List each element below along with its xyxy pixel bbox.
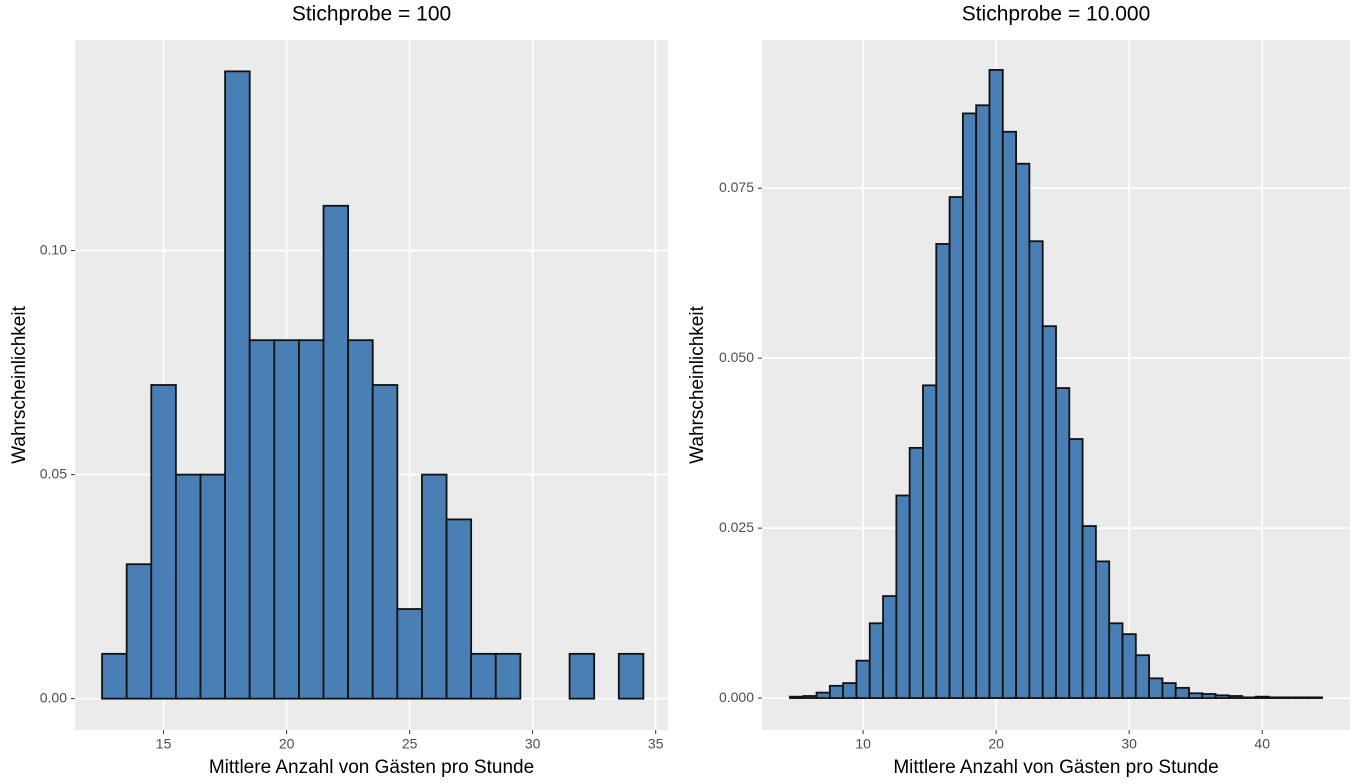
bar	[1254, 695, 1270, 699]
bar	[1281, 696, 1297, 699]
bar	[617, 652, 645, 700]
bar	[1228, 695, 1244, 699]
x-axis-label: Mittlere Anzahl von Gästen pro Stunde	[209, 757, 534, 778]
bar	[1001, 130, 1017, 699]
bar	[1214, 694, 1230, 699]
bar	[224, 70, 251, 700]
x-tick-label: 30	[1121, 736, 1137, 752]
x-tick-label: 20	[988, 736, 1004, 752]
y-tick-label: 0.05	[40, 465, 67, 481]
bar	[868, 622, 884, 699]
bar	[1241, 696, 1257, 699]
bar	[948, 196, 964, 699]
bar	[1174, 686, 1190, 699]
bar	[1161, 682, 1177, 699]
y-tick-label: 0.000	[719, 689, 754, 705]
bar	[1188, 692, 1204, 699]
bar	[298, 339, 325, 700]
bar	[125, 563, 153, 700]
y-tick-label: 0.00	[40, 689, 67, 705]
x-axis-label: Mittlere Anzahl von Gästen pro Stunde	[893, 757, 1218, 778]
bar	[322, 204, 350, 700]
bar	[1108, 622, 1124, 699]
bar	[855, 659, 871, 699]
bar	[842, 682, 858, 699]
bar	[1015, 162, 1031, 699]
bar	[371, 384, 399, 700]
x-tick-label: 10	[855, 736, 871, 752]
bar	[828, 684, 845, 699]
chart-title: Stichprobe = 10.000	[962, 3, 1151, 26]
bar	[1055, 387, 1071, 699]
y-tick-label: 0.10	[40, 241, 67, 257]
bar	[1041, 325, 1057, 699]
bar	[1081, 525, 1097, 699]
bar	[421, 473, 448, 700]
chart-title: Stichprobe = 100	[292, 3, 451, 26]
bar	[1267, 696, 1284, 699]
bar	[445, 518, 473, 700]
bar	[1121, 633, 1137, 699]
bar	[101, 652, 128, 700]
bar	[1307, 696, 1323, 699]
bar	[248, 339, 276, 700]
bar	[1134, 654, 1151, 699]
bar	[150, 384, 177, 700]
x-tick-label: 35	[648, 736, 664, 752]
bar	[975, 104, 991, 699]
x-tick-label: 30	[525, 736, 541, 752]
bar	[199, 473, 226, 700]
bar	[396, 608, 423, 700]
bar	[568, 652, 596, 700]
bar	[470, 652, 497, 700]
bar	[1201, 693, 1217, 699]
bar	[935, 243, 951, 699]
bar	[988, 69, 1004, 699]
bar	[1068, 438, 1084, 699]
bar	[273, 339, 300, 700]
y-axis-label: Wahrscheinlichkeit	[687, 305, 708, 463]
x-tick-label: 25	[402, 736, 418, 752]
x-tick-label: 40	[1254, 736, 1270, 752]
bar	[815, 691, 831, 699]
bar	[174, 473, 202, 700]
y-tick-label: 0.075	[719, 179, 754, 195]
bar	[1028, 240, 1044, 699]
x-tick-label: 20	[279, 736, 295, 752]
bar	[1095, 560, 1111, 699]
bar	[789, 695, 805, 699]
x-tick-label: 15	[156, 736, 172, 752]
bar	[1148, 677, 1164, 699]
bar	[922, 384, 938, 699]
bar	[347, 339, 374, 700]
bar	[494, 652, 522, 700]
y-tick-label: 0.050	[719, 349, 754, 365]
y-tick-label: 0.025	[719, 519, 754, 535]
bar	[961, 112, 978, 699]
bar	[882, 595, 898, 699]
bar	[895, 494, 911, 699]
bar	[1294, 696, 1310, 699]
bar	[908, 446, 924, 699]
y-axis-label: Wahrscheinlichkeit	[9, 305, 30, 463]
bar	[802, 695, 818, 699]
